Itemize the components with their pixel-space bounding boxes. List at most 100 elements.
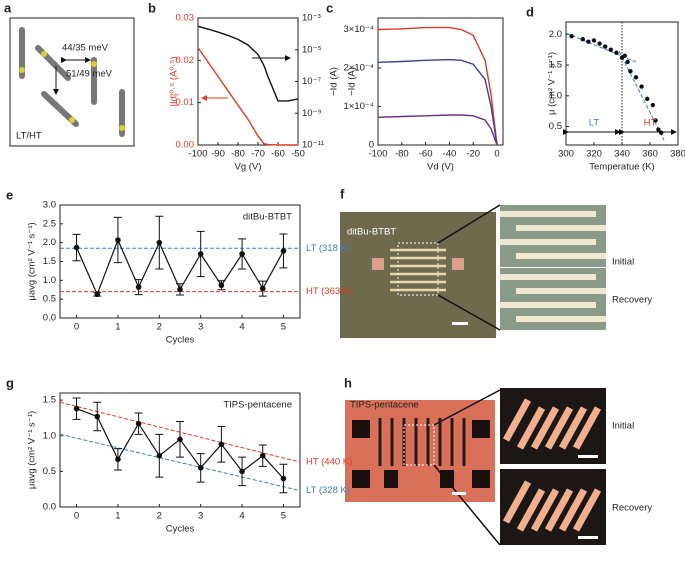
x-tick-label: -100: [368, 149, 387, 160]
plot-frame: [197, 17, 299, 146]
point: [239, 251, 245, 257]
y-tick-label: 1.0: [43, 275, 56, 286]
x-tick-label: 0: [494, 149, 499, 160]
panel-f: f ditBu-BTBT Initial Recovery: [340, 186, 652, 338]
x-tick-label: 300: [558, 149, 574, 160]
point: [239, 468, 245, 475]
y-tick-label: 2.0: [549, 29, 562, 40]
x-tick-label: -50: [291, 149, 305, 160]
point: [280, 475, 287, 482]
scale-bar: [452, 492, 466, 495]
panel-label: a: [4, 0, 12, 15]
x-tick-label: 0: [74, 511, 79, 522]
y2-tick-label: 10⁻⁵: [302, 44, 322, 55]
annotation: TIPS-pentacene: [223, 400, 292, 411]
zoom-line: [437, 204, 501, 244]
plot-frame: [59, 392, 301, 508]
x-tick-label: 3: [198, 322, 203, 333]
x-tick-label: -100: [188, 149, 207, 160]
region-label: HT: [644, 118, 657, 129]
x-tick-label: 360: [642, 149, 658, 160]
frame: [9, 17, 135, 147]
line: [377, 58, 498, 146]
y2-tick-label: 10⁻⁹: [302, 108, 322, 119]
x-axis-label: Vd (V): [427, 162, 454, 173]
y-tick-label: 1.5: [549, 60, 562, 71]
electrodes: [378, 418, 466, 466]
y-tick-label: 0: [369, 140, 374, 151]
y-axis-label: |Id|⁰·⁵ (A⁰·⁵): [169, 57, 180, 107]
y2-tick-label: 10⁻⁷: [302, 76, 322, 87]
x-tick-label: -80: [395, 149, 409, 160]
x-tick-label: 3: [198, 511, 203, 522]
panel-label: g: [6, 375, 14, 390]
x-tick-label: 320: [586, 149, 602, 160]
point: [628, 69, 633, 74]
region-label: LT: [589, 118, 600, 129]
x-tick-label: 380: [670, 149, 685, 160]
zoom-box: [397, 242, 439, 296]
point: [608, 47, 613, 52]
reference-label: HT (363 K): [306, 286, 352, 297]
point: [94, 291, 101, 298]
point: [280, 248, 287, 254]
y2-axis-label: −Id (A): [329, 67, 340, 96]
y-axis-label: −Id (A): [347, 67, 358, 96]
y-tick-label: 0.00: [176, 140, 195, 151]
reference-line: [59, 433, 301, 492]
point: [603, 44, 608, 49]
annotation: 44/35 meV: [62, 43, 109, 54]
y-axis-label: μ (cm² V⁻¹ s⁻¹): [547, 52, 558, 115]
annotation: LT/HT: [16, 131, 42, 142]
y-tick-label: 0.0: [43, 502, 56, 513]
point: [197, 251, 204, 257]
point: [614, 50, 619, 55]
x-tick-label: -60: [271, 149, 285, 160]
panel-label: h: [344, 375, 352, 390]
point: [639, 84, 644, 89]
scale-bar: [578, 536, 598, 539]
electrodes: [390, 248, 446, 292]
x-tick-label: 1: [115, 511, 120, 522]
x-axis-label: Vg (V): [235, 162, 262, 173]
line: [197, 25, 299, 102]
x-tick-label: -70: [251, 149, 265, 160]
point: [659, 130, 664, 135]
point: [197, 465, 204, 471]
point: [259, 452, 266, 459]
point: [569, 33, 574, 39]
x-tick-label: 4: [239, 511, 244, 522]
sample-label: TIPS-pentacene: [350, 400, 419, 411]
point: [115, 456, 121, 463]
y-tick-label: 2.0: [43, 237, 56, 248]
y-tick-label: 0.5: [549, 121, 562, 132]
reference-label: LT (328 K): [306, 485, 350, 496]
point: [94, 413, 101, 420]
scale-bar: [578, 455, 598, 458]
x-tick-label: -90: [211, 149, 225, 160]
y-tick-label: 1.0: [43, 430, 56, 441]
point: [135, 420, 142, 427]
point: [580, 37, 585, 42]
x-tick-label: 5: [281, 511, 286, 522]
x-tick-label: 1: [115, 322, 120, 333]
panel-a: a 44/35 meV 51/49 meV LT/HT: [4, 0, 135, 147]
annotation: 51/49 meV: [66, 69, 113, 80]
zoom-label: Recovery: [612, 503, 652, 514]
point: [597, 41, 602, 46]
scale-bar: [452, 322, 468, 325]
point: [625, 59, 630, 65]
y-axis-label: μavg (cm² V⁻¹ s⁻¹): [27, 411, 38, 489]
point: [135, 284, 142, 290]
x-tick-label: 4: [239, 322, 244, 333]
zoom-line: [437, 294, 501, 331]
point: [73, 405, 80, 412]
point: [73, 244, 80, 251]
y-tick-label: 3×10⁻⁴: [344, 24, 375, 35]
y2-tick-label: 10⁻¹¹: [302, 140, 324, 151]
y-tick-label: 0.5: [43, 294, 56, 305]
y-tick-label: 0.0: [43, 313, 56, 324]
point: [622, 53, 627, 59]
zoom-electrodes: [500, 211, 606, 322]
